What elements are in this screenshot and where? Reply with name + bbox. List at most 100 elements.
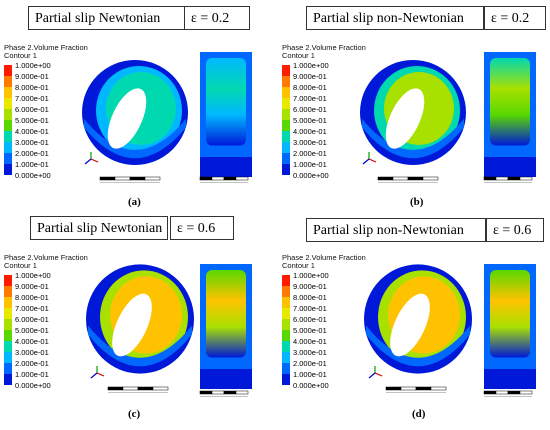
scale-segment bbox=[114, 176, 131, 181]
scale-segment bbox=[199, 390, 213, 395]
legend-entry: 6.000e-01 bbox=[4, 314, 88, 330]
legend-value: 8.000e-01 bbox=[293, 293, 327, 302]
legend-entry: 4.000e-01 bbox=[282, 336, 366, 352]
legend-value: 9.000e-01 bbox=[15, 72, 49, 81]
legend-entry: 0.000e+00 bbox=[4, 170, 88, 181]
legend-value: 8.000e-01 bbox=[15, 83, 49, 92]
shaft-opening bbox=[107, 88, 147, 149]
legend-value: 4.000e-01 bbox=[293, 337, 327, 346]
legend-swatch bbox=[282, 76, 290, 87]
legend-swatch bbox=[4, 330, 12, 341]
legend-value: 1.000e-01 bbox=[15, 370, 49, 379]
legend-entry: 6.000e-01 bbox=[4, 104, 88, 120]
legend-swatch bbox=[282, 164, 290, 175]
legend-swatch bbox=[4, 341, 12, 352]
scale-segment bbox=[152, 386, 169, 391]
legend-swatch bbox=[4, 87, 12, 98]
axis-triad-icon bbox=[90, 366, 105, 379]
triad-z-axis bbox=[90, 372, 98, 379]
legend-value: 3.000e-01 bbox=[15, 138, 49, 147]
panel-title: Partial slip non-Newtonian bbox=[306, 218, 486, 242]
scale-segment bbox=[211, 176, 225, 181]
legend-entry: 2.000e-01 bbox=[4, 358, 88, 374]
legend-swatch bbox=[282, 98, 290, 109]
legend-entry: 6.000e-01 bbox=[282, 104, 366, 120]
panel-b: Partial slip non-Newtonian ε = 0.2 Phase… bbox=[278, 0, 548, 208]
contour-legend: Phase 2.Volume Fraction Contour 1 1.000e+0… bbox=[4, 254, 88, 391]
eccentricity-label: ε = 0.6 bbox=[170, 216, 234, 240]
legend-value: 6.000e-01 bbox=[15, 105, 49, 114]
legend-swatch bbox=[4, 65, 12, 76]
legend-entry: 1.000e+00 bbox=[282, 60, 366, 76]
legend-value: 5.000e-01 bbox=[293, 116, 327, 125]
triad-z-axis bbox=[362, 158, 370, 165]
legend-entry: 7.000e-01 bbox=[282, 93, 366, 109]
legend-swatch bbox=[4, 374, 12, 385]
scale-segment bbox=[507, 176, 521, 181]
scale-segment bbox=[507, 390, 521, 395]
legend-swatch bbox=[282, 87, 290, 98]
legend-swatch bbox=[4, 297, 12, 308]
legend-value: 7.000e-01 bbox=[293, 304, 327, 313]
scale-bar-icon bbox=[483, 176, 533, 183]
legend-entry: 0.000e+00 bbox=[4, 380, 88, 391]
panel-title: Partial slip non-Newtonian bbox=[306, 6, 484, 30]
panel-title: Partial slip Newtonian bbox=[28, 6, 186, 30]
triad-z-axis bbox=[368, 372, 376, 379]
legend-entry: 2.000e-01 bbox=[4, 148, 88, 164]
legend-swatch bbox=[282, 142, 290, 153]
eccentricity-label: ε = 0.2 bbox=[184, 6, 250, 30]
scale-bar-icon bbox=[377, 176, 439, 183]
legend-value: 8.000e-01 bbox=[293, 83, 327, 92]
panel-a: Partial slip Newtonian ε = 0.2 Phase 2.V… bbox=[0, 0, 270, 208]
legend-title: Phase 2.Volume Fraction bbox=[4, 43, 88, 52]
bearing-3d-view bbox=[360, 60, 466, 165]
axis-triad-icon bbox=[368, 366, 383, 379]
legend-value: 1.000e+00 bbox=[293, 271, 329, 280]
legend-entry: 9.000e-01 bbox=[4, 281, 88, 297]
panel-title: Partial slip Newtonian bbox=[30, 216, 168, 240]
shaft-opening bbox=[112, 293, 152, 357]
legend-value: 6.000e-01 bbox=[293, 315, 327, 324]
legend-swatch bbox=[282, 363, 290, 374]
legend-swatch bbox=[4, 308, 12, 319]
legend-value: 3.000e-01 bbox=[15, 348, 49, 357]
legend-value: 2.000e-01 bbox=[293, 149, 327, 158]
legend-value: 1.000e+00 bbox=[293, 61, 329, 70]
legend-entry: 8.000e-01 bbox=[4, 82, 88, 98]
panel-c: Partial slip Newtonian ε = 0.6 Phase 2.V… bbox=[0, 214, 270, 420]
legend-swatch bbox=[282, 352, 290, 363]
legend-swatch bbox=[282, 153, 290, 164]
legend-swatch bbox=[4, 76, 12, 87]
scale-segment bbox=[199, 176, 213, 181]
legend-entry: 8.000e-01 bbox=[282, 292, 366, 308]
legend-title: Phase 2.Volume Fraction bbox=[282, 253, 366, 262]
legend-subtitle: Contour 1 bbox=[282, 51, 315, 60]
scale-bar-icon bbox=[107, 386, 169, 393]
scale-segment bbox=[430, 386, 447, 391]
bearing-3d-view bbox=[364, 264, 472, 374]
scale-bar-icon bbox=[199, 390, 249, 397]
scale-segment bbox=[211, 390, 225, 395]
legend-entry: 8.000e-01 bbox=[4, 292, 88, 308]
strip-bottom-region bbox=[484, 157, 536, 177]
legend-value: 4.000e-01 bbox=[15, 127, 49, 136]
triad-z-axis bbox=[84, 158, 92, 165]
legend-entry: 5.000e-01 bbox=[4, 115, 88, 131]
legend-value: 4.000e-01 bbox=[293, 127, 327, 136]
legend-entry: 0.000e+00 bbox=[282, 380, 366, 391]
legend-entry: 1.000e-01 bbox=[4, 369, 88, 385]
triad-x-axis bbox=[96, 372, 105, 377]
legend-value: 0.000e+00 bbox=[293, 171, 329, 180]
legend-value: 7.000e-01 bbox=[293, 94, 327, 103]
legend-value: 1.000e+00 bbox=[15, 61, 51, 70]
strip-film-region bbox=[490, 270, 530, 358]
legend-swatch bbox=[4, 109, 12, 120]
triad-x-axis bbox=[374, 372, 383, 377]
scale-segment bbox=[144, 176, 161, 181]
legend-entry: 4.000e-01 bbox=[4, 126, 88, 142]
legend-value: 3.000e-01 bbox=[293, 348, 327, 357]
panel-d: Partial slip non-Newtonian ε = 0.6 Phase… bbox=[278, 214, 548, 420]
legend-swatch bbox=[4, 98, 12, 109]
legend-swatch bbox=[4, 120, 12, 131]
